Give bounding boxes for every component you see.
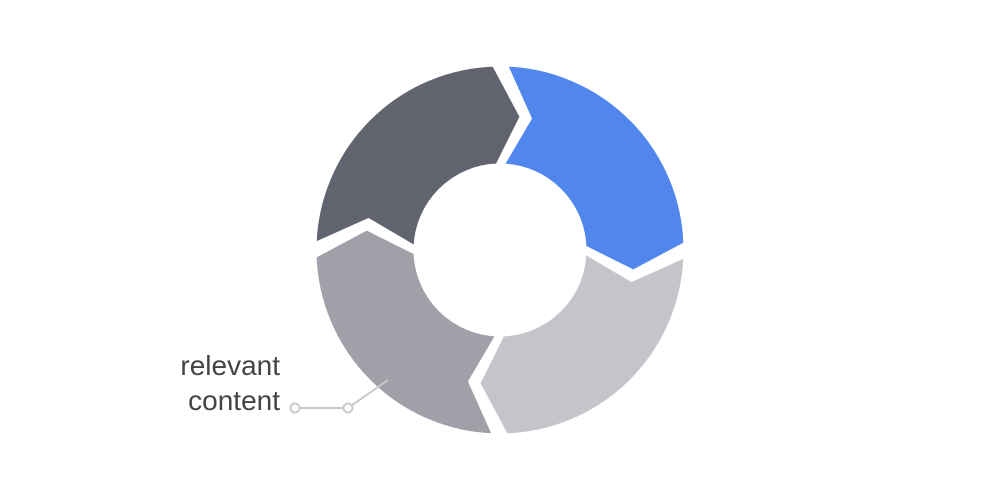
callout-label-relevant-content: relevant content [140,348,280,418]
diagram-stage: relevant content [0,0,1000,504]
callout-line-1: relevant [140,348,280,383]
cycle-diagram-svg [0,0,1000,504]
callout-line-2: content [140,383,280,418]
callout-dot-start [291,404,300,413]
callout-dot-elbow [344,404,353,413]
